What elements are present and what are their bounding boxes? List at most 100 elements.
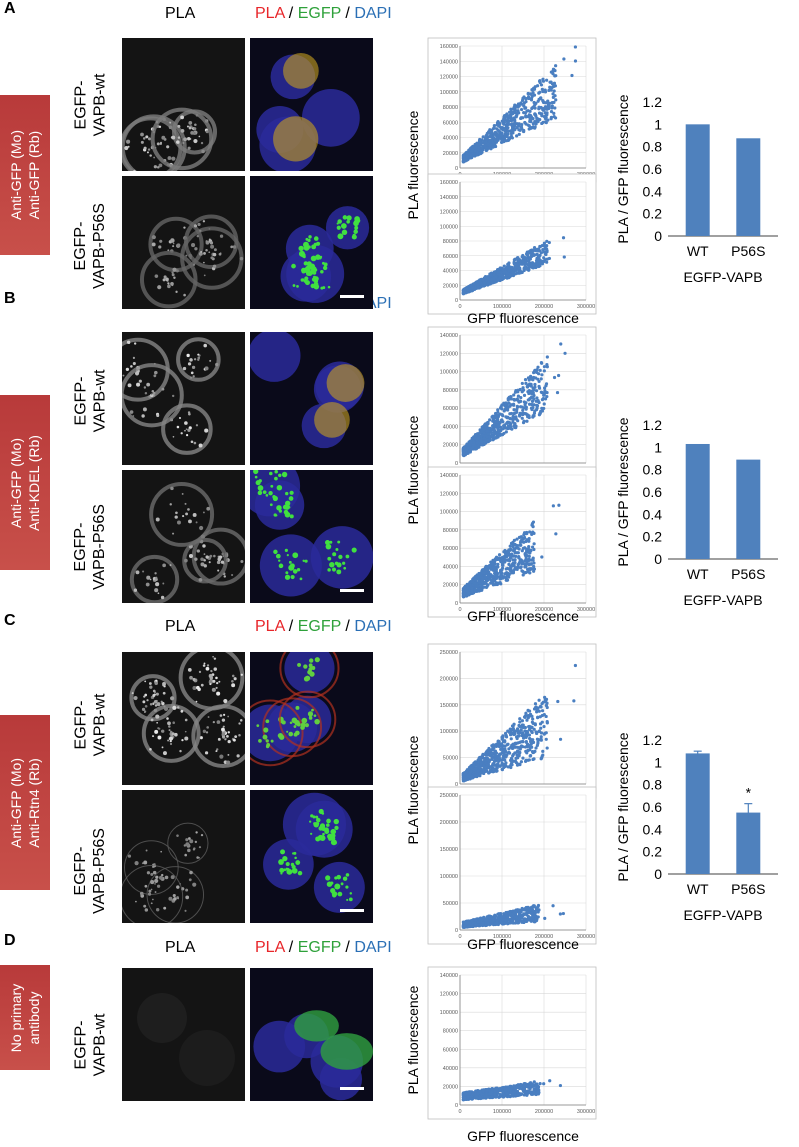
scatter-point [488, 563, 492, 568]
scatter-point [559, 342, 563, 346]
scatter-point [516, 563, 520, 567]
scatter-point [498, 273, 502, 278]
scatter-point [516, 551, 520, 555]
scatter-point [521, 907, 525, 911]
y-tick-label: 100000 [440, 224, 458, 230]
scatter-point [532, 264, 536, 268]
scatter-point [528, 119, 532, 123]
scatter-point [525, 1084, 529, 1088]
scatter-point [545, 107, 549, 111]
scatter-point [471, 920, 475, 925]
scatter-point [558, 1083, 563, 1088]
scatter-plot-c-wt: 0500001000001500002000002500000100000200… [427, 643, 597, 799]
scatter-point [536, 706, 540, 710]
scatter-point [545, 78, 549, 82]
scatter-point [515, 113, 519, 117]
scatter-point [558, 737, 563, 741]
scatter-point [540, 114, 544, 118]
scatter-point [512, 403, 516, 407]
scatter-point [510, 136, 514, 140]
scatter-point [528, 117, 532, 121]
scatter-point [463, 777, 467, 781]
y-tick-label: 0 [455, 601, 458, 607]
scatter-point [516, 124, 521, 128]
scatter-point [536, 377, 540, 381]
scatter-point [530, 545, 535, 549]
scatter-point [526, 91, 530, 96]
scatter-point [486, 748, 490, 752]
scatter-point [463, 594, 467, 598]
scatter-point [484, 585, 489, 590]
scatter-point [524, 919, 528, 923]
scatter-point [513, 121, 517, 125]
scatter-point [491, 581, 495, 585]
scatter-point [502, 117, 506, 121]
scatter-y-axis-label: PLA fluorescence [405, 110, 421, 219]
scatter-point [542, 369, 546, 373]
scatter-point [504, 918, 508, 923]
scatter-point [477, 588, 481, 592]
scatter-point [510, 128, 514, 132]
y-tick-label: 20000 [443, 283, 458, 289]
scatter-point [570, 73, 574, 78]
scatter-point [548, 87, 552, 91]
scatter-point [512, 393, 516, 397]
scatter-point [471, 1092, 476, 1096]
scatter-x-axis-label: GFP fluorescence [467, 310, 579, 326]
scatter-point [488, 418, 492, 422]
bar-x-axis-label: EGFP-VAPB [683, 269, 762, 285]
scatter-point [545, 239, 549, 243]
scatter-point [521, 386, 525, 390]
scatter-point [469, 283, 473, 288]
scatter-point [512, 412, 516, 416]
scatter-point [545, 365, 549, 369]
scatter-point [516, 762, 520, 766]
y-tick-label: 150000 [440, 703, 458, 709]
scatter-point [542, 724, 546, 729]
scatter-point [527, 545, 531, 549]
scatter-point [484, 135, 488, 139]
scatter-point [515, 262, 519, 267]
scatter-point [537, 79, 542, 83]
scatter-point [521, 561, 525, 565]
scatter-y-axis-label: PLA fluorescence [405, 735, 421, 844]
scatter-point [502, 275, 506, 280]
scatter-point [544, 731, 548, 735]
scatter-point [518, 405, 523, 409]
scatter-point [540, 262, 545, 266]
scatter-point [525, 718, 529, 722]
scatter-point [510, 743, 514, 747]
bar [685, 124, 710, 236]
merge-egfp-label: EGFP [297, 5, 341, 22]
y-tick-label: 100000 [440, 90, 458, 96]
scatter-point [492, 416, 496, 420]
scatter-point [491, 127, 495, 131]
scatter-point [527, 725, 531, 729]
scatter-point [528, 551, 532, 555]
scatter-point [522, 540, 526, 544]
scatter-point [532, 105, 536, 109]
scatter-point [537, 258, 542, 262]
y-tick-label: 0.2 [643, 206, 663, 222]
scatter-point [551, 92, 555, 96]
category-label: P56S [731, 243, 765, 259]
y-tick-label: 150000 [440, 847, 458, 853]
scatter-point [516, 259, 520, 263]
scatter-point [535, 396, 539, 400]
scatter-point [517, 1092, 522, 1096]
scatter-point [499, 568, 503, 572]
scatter-point [486, 763, 490, 767]
scatter-point [489, 578, 494, 582]
scatter-point [537, 261, 541, 265]
scatter-point [527, 402, 532, 406]
scatter-point [467, 449, 471, 454]
scatter-point [473, 149, 477, 153]
scatter-point [527, 547, 531, 552]
x-tick-label: 300000 [577, 1109, 595, 1115]
scatter-point [542, 365, 547, 369]
scatter-point [515, 727, 520, 731]
y-tick-label: 40000 [443, 424, 458, 430]
scatter-point [472, 146, 476, 150]
scatter-point [503, 572, 507, 576]
scatter-point [525, 267, 529, 271]
